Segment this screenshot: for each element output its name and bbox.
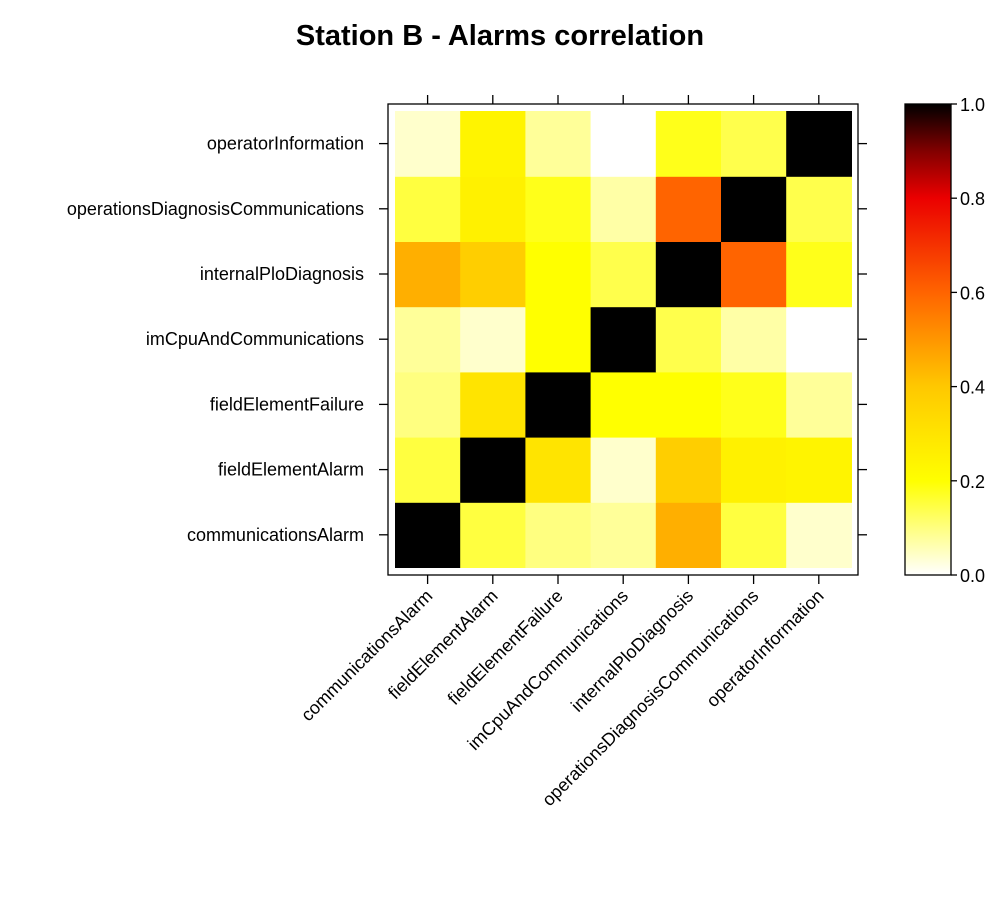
heatmap-cell-6-1 [460,111,526,177]
y-tick-label: communicationsAlarm [187,525,364,545]
heatmap-cell-1-0 [395,437,461,503]
heatmap-cell-2-2 [525,371,592,438]
y-tick-label: internalPloDiagnosis [200,264,364,284]
colorbar-tick-label: 0.0 [960,566,985,586]
heatmap-cell-5-2 [525,176,592,242]
colorbar: 0.0 0.2 0.4 0.6 0.8 1.0 [904,95,985,586]
heatmap-cell-5-4 [655,176,722,242]
heatmap-cell-6-4 [655,111,722,177]
colorbar-tick-label: 0.8 [960,189,985,209]
heatmap-cell-1-3 [590,437,657,503]
heatmap-cells [395,111,852,568]
heatmap-cell-0-1 [460,502,526,568]
heatmap-cell-3-5 [721,306,787,373]
heatmap-cell-2-4 [655,371,722,438]
heatmap-cell-3-1 [460,306,526,373]
heatmap-cell-2-0 [395,371,461,438]
heatmap-cell-3-3 [590,306,657,373]
heatmap-cell-4-6 [786,241,852,308]
heatmap-cell-1-1 [460,437,526,503]
axis-ticks [379,95,867,584]
y-tick-label: operationsDiagnosisCommunications [67,199,364,219]
heatmap-cell-1-6 [786,437,852,503]
heatmap-cell-1-5 [721,437,787,503]
x-tick-label: communicationsAlarm [297,586,436,725]
heatmap-cell-4-3 [590,241,657,308]
colorbar-gradient [905,104,951,575]
heatmap-cell-6-6 [786,111,852,177]
heatmap-cell-5-6 [786,176,852,242]
heatmap-cell-1-2 [525,437,592,503]
heatmap-cell-0-6 [786,502,852,568]
heatmap-cell-0-5 [721,502,787,568]
heatmap-cell-4-5 [721,241,787,308]
heatmap-cell-5-1 [460,176,526,242]
heatmap-cell-4-4 [655,241,722,308]
heatmap-cell-2-6 [786,371,852,438]
colorbar-tick-label: 0.2 [960,472,985,492]
colorbar-tick-label: 1.0 [960,95,985,115]
heatmap-cell-5-5 [721,176,787,242]
heatmap-cell-0-4 [655,502,722,568]
colorbar-tick-label: 0.4 [960,378,985,398]
heatmap-cell-5-0 [395,176,461,242]
heatmap-cell-2-3 [590,371,657,438]
heatmap-cell-4-0 [395,241,461,308]
heatmap-cell-6-3 [590,111,657,177]
y-tick-label: fieldElementFailure [210,394,364,414]
heatmap-cell-3-2 [525,306,592,373]
colorbar-tick-label: 0.6 [960,283,985,303]
x-tick-label: internalPloDiagnosis [567,586,697,716]
heatmap-cell-0-0 [395,502,461,568]
heatmap-cell-0-2 [525,502,592,568]
x-tick-label: operatorInformation [702,586,827,711]
heatmap-cell-5-3 [590,176,657,242]
heatmap-cell-2-1 [460,371,526,438]
y-tick-label: operatorInformation [207,134,364,154]
heatmap-cell-6-5 [721,111,787,177]
chart-title: Station B - Alarms correlation [296,20,704,52]
y-tick-label: fieldElementAlarm [218,460,364,480]
heatmap-cell-0-3 [590,502,657,568]
heatmap-cell-3-4 [655,306,722,373]
heatmap-cell-6-0 [395,111,461,177]
heatmap-cell-6-2 [525,111,592,177]
x-axis-labels: communicationsAlarmfieldElementAlarmfiel… [297,586,828,810]
x-tick-label: fieldElementFailure [444,586,567,709]
y-axis-labels: communicationsAlarm fieldElementAlarm fiel… [67,134,364,545]
colorbar-frame [904,103,952,576]
heatmap-cell-3-6 [786,306,852,373]
heatmap-cell-3-0 [395,306,461,373]
x-tick-label: fieldElementAlarm [384,586,501,703]
heatmap-cell-4-2 [525,241,592,308]
heatmap-cell-1-4 [655,437,722,503]
y-tick-label: imCpuAndCommunications [146,329,364,349]
heatmap-cell-2-5 [721,371,787,438]
heatmap-cell-4-1 [460,241,526,308]
